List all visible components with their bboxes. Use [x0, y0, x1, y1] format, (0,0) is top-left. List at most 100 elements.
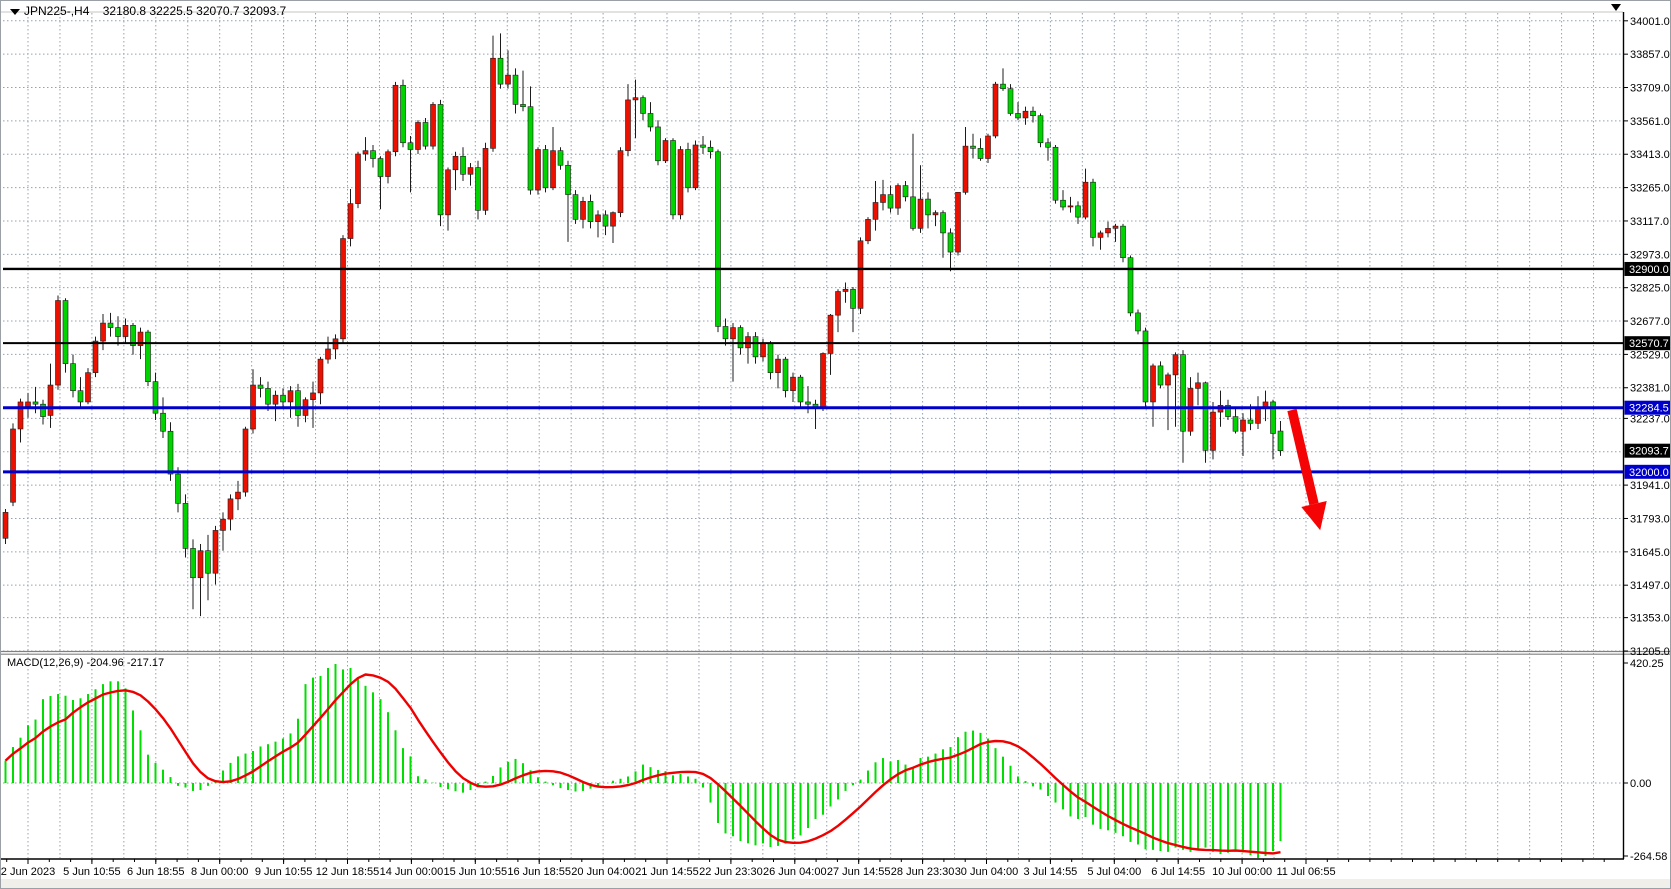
candle-up — [1105, 228, 1111, 234]
candle-down — [460, 155, 466, 175]
candle-down — [1000, 83, 1006, 89]
price-lines — [3, 267, 1623, 474]
candle-up — [85, 372, 91, 403]
candle-up — [1112, 225, 1119, 229]
candle-up — [820, 353, 826, 408]
candle-up — [1067, 205, 1074, 208]
candle-down — [887, 194, 894, 209]
candle-down — [722, 326, 729, 340]
candle-up — [962, 145, 969, 193]
candle-up — [1195, 382, 1201, 389]
candle-up — [430, 104, 436, 147]
macd-panel — [4, 664, 1282, 858]
price-line-label: 32900.0 — [1629, 264, 1669, 276]
annotation-arrow[interactable] — [1287, 408, 1327, 531]
candle-up — [25, 401, 31, 407]
candle-down — [685, 149, 691, 189]
candle-up — [272, 394, 279, 405]
time-axis-label: 28 Jun 23:30 — [891, 866, 955, 878]
candle-up — [895, 185, 901, 209]
candle-down — [475, 167, 481, 211]
candle-down — [1202, 382, 1209, 451]
time-axis-label: 12 Jun 18:55 — [316, 866, 380, 878]
macd-signal-line — [4, 673, 1281, 855]
candle-up — [1240, 419, 1246, 432]
chart-shift-marker-icon[interactable] — [1611, 4, 1621, 11]
candle-down — [437, 104, 444, 216]
candle-down — [805, 401, 811, 405]
candle-down — [70, 363, 76, 391]
candle-up — [1187, 388, 1194, 432]
candle-down — [1225, 405, 1231, 417]
price-line-label-box — [1624, 400, 1670, 415]
candle-up — [137, 331, 144, 346]
candle-down — [572, 194, 579, 220]
candle-down — [257, 384, 264, 389]
candle-down — [940, 212, 946, 234]
candlestick-series — [2, 33, 1284, 617]
candle-up — [445, 169, 451, 216]
candle-up — [790, 376, 796, 391]
candle-down — [1270, 401, 1276, 434]
candle-up — [212, 530, 219, 574]
time-axis-label: 16 Jun 18:55 — [507, 866, 571, 878]
candle-up — [955, 192, 961, 253]
candle-up — [827, 314, 834, 354]
candle-up — [880, 194, 886, 203]
time-axis-label: 3 Jul 14:55 — [1023, 866, 1077, 878]
candle-down — [797, 376, 804, 403]
candle-up — [595, 214, 601, 222]
candle-down — [782, 358, 789, 391]
candle-down — [977, 148, 984, 159]
price-axis-labels[interactable]: 34001.0 33857.0 33709.0 33561.0 33413.0 33265… — [1623, 16, 1671, 658]
candle-up — [122, 325, 129, 337]
candle-up — [385, 151, 391, 177]
candle-down — [152, 381, 159, 414]
candle-up — [505, 74, 511, 85]
candle-up — [677, 149, 684, 216]
candle-down — [655, 126, 661, 162]
price-axis-label: 32825.0 — [1630, 283, 1670, 295]
candle-down — [752, 336, 759, 358]
candle-down — [62, 300, 69, 364]
macd-axis-labels[interactable]: 420.25 0.00 -264.58 — [1623, 658, 1667, 863]
candle-down — [32, 401, 39, 405]
candle-up — [340, 238, 346, 340]
time-axis[interactable]: 2 Jun 2023 5 Jun 10:55 6 Jun 18:55 8 Jun 00… — [1, 859, 1605, 878]
candle-down — [130, 325, 136, 346]
candle-down — [370, 150, 376, 159]
price-axis-label: 32677.0 — [1630, 316, 1670, 328]
candle-down — [700, 144, 706, 148]
time-axis-label: 11 Jul 06:55 — [1276, 866, 1335, 878]
symbol-dropdown-icon[interactable] — [10, 9, 20, 15]
candle-down — [1090, 181, 1096, 238]
candle-down — [1135, 312, 1141, 332]
candle-down — [1120, 225, 1126, 258]
candle-up — [610, 212, 616, 227]
candle-down — [77, 390, 84, 403]
arrow-shaft — [1287, 408, 1319, 506]
candle-up — [1097, 232, 1104, 238]
macd-axis-label: 0.00 — [1630, 778, 1651, 790]
chart-title-symbol[interactable]: JPN225-,H4 — [24, 4, 90, 18]
price-axis-label: 32237.0 — [1630, 413, 1670, 425]
candle-up — [452, 155, 459, 171]
price-axis-label: 33413.0 — [1630, 149, 1670, 161]
macd-axis-label: 420.25 — [1630, 658, 1664, 670]
candle-down — [565, 164, 571, 195]
price-line-label: 32000.0 — [1629, 467, 1669, 479]
candle-up — [2, 512, 9, 539]
candle-up — [197, 550, 204, 579]
price-axis-label: 33561.0 — [1630, 116, 1670, 128]
time-axis-label: 6 Jun 18:55 — [127, 866, 185, 878]
candle-up — [310, 392, 316, 400]
candle-down — [1037, 115, 1044, 144]
candle-up — [482, 148, 489, 211]
candle-down — [1015, 113, 1021, 119]
candle-up — [580, 201, 586, 220]
time-axis-label: 5 Jun 10:55 — [63, 866, 121, 878]
macd-indicator-label: MACD(12,26,9) -204.96 -217.17 — [7, 657, 165, 669]
candle-up — [100, 322, 106, 342]
time-axis-label: 15 Jun 10:55 — [443, 866, 507, 878]
